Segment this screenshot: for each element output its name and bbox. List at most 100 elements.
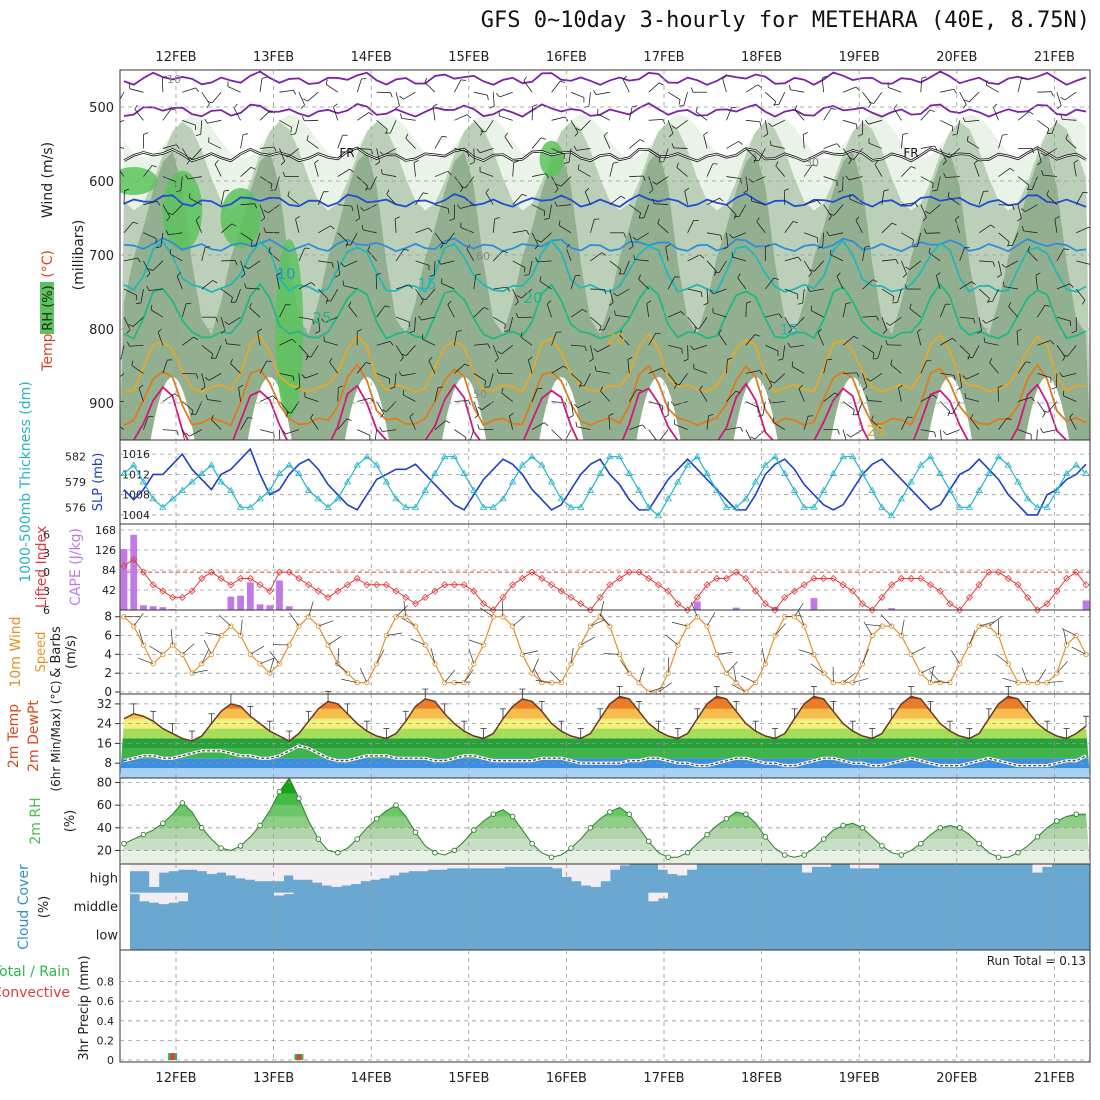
wind-barb — [939, 429, 942, 440]
panel-axis-label-line: (%) — [37, 896, 52, 919]
wind-barb — [376, 148, 380, 163]
wind-barb — [628, 232, 634, 247]
lifted-index-marker — [829, 574, 837, 583]
wind-barb-flag — [690, 87, 694, 93]
wind-barb — [1037, 373, 1051, 379]
wind-barb — [920, 78, 923, 93]
wind-barb — [259, 110, 271, 121]
wind-barb — [1017, 111, 1030, 121]
wind-barb-flag — [962, 375, 967, 380]
surface-wind-barb — [1021, 667, 1029, 683]
wind-barb — [1023, 230, 1038, 234]
wind-barb — [784, 221, 794, 234]
thickness-marker — [411, 503, 420, 510]
wind-barb-flag — [409, 284, 413, 289]
wind-barb — [1036, 429, 1038, 440]
wind-barb — [176, 275, 183, 290]
wind-barb — [189, 429, 202, 437]
wind-barb — [401, 373, 416, 377]
precip-tick-label: 0.8 — [97, 976, 115, 989]
wind-barb-flag — [792, 221, 798, 224]
wind-barb-flag — [546, 300, 552, 305]
rh-marker — [956, 825, 963, 831]
wind-barb — [668, 344, 682, 350]
cloud-middle-bar — [283, 892, 294, 895]
wind-barb — [395, 345, 404, 358]
wind-barb — [952, 401, 961, 414]
wind-barb-flag — [428, 356, 433, 362]
lifted-index-marker — [411, 600, 420, 608]
wind-barb-flag — [817, 328, 822, 333]
surface-wind-barb — [138, 657, 154, 665]
wind-barb-flag — [399, 95, 404, 100]
wind-barb — [317, 191, 324, 205]
dry-dome — [636, 377, 681, 440]
wind-barb — [936, 176, 941, 191]
lifted-index-marker — [956, 606, 964, 614]
wind-barb — [888, 87, 902, 93]
wind-barb — [765, 277, 775, 290]
lifted-index-marker — [139, 568, 147, 576]
wind-barb — [959, 281, 972, 290]
cloud-high-bar — [130, 864, 140, 872]
wind-barb — [123, 288, 137, 296]
wind-barb — [998, 134, 1003, 149]
wind-barb — [1063, 395, 1077, 402]
lifted-index-marker — [275, 568, 284, 576]
wind-barb-flag — [584, 346, 587, 352]
wind-barb-flag — [757, 84, 763, 89]
thickness-marker — [1004, 461, 1012, 468]
wind-barb-flag — [681, 348, 683, 354]
thickness-marker — [897, 495, 906, 502]
wind-barb — [182, 87, 196, 93]
lifted-index-marker — [839, 581, 847, 589]
wind-barb — [454, 176, 464, 188]
wind-barb-flag — [137, 257, 141, 263]
rh-marker — [820, 836, 827, 842]
wind-barb-flag — [748, 178, 753, 183]
wind-barb — [998, 232, 1010, 243]
wind-barb — [143, 200, 158, 206]
wind-barb-flag — [1069, 283, 1074, 288]
wind-barb-flag — [671, 125, 677, 129]
surface-wind-barb — [995, 653, 1009, 665]
surface-wind-barb — [359, 667, 368, 683]
wind-barb — [751, 200, 766, 206]
wind-barb-flag — [483, 307, 489, 310]
wind-barb-flag — [193, 336, 199, 341]
wind-barb — [512, 162, 515, 177]
wind-barb-flag — [652, 181, 657, 185]
wind-barb — [123, 316, 131, 330]
wind-barb — [603, 135, 611, 149]
wind-barb — [279, 89, 294, 93]
lifted-index-marker — [227, 581, 235, 589]
wind-barb-flag — [224, 189, 230, 192]
wind-barb-flag — [928, 247, 931, 253]
wind-barb — [920, 145, 935, 149]
y-tick-label: 20 — [97, 843, 112, 857]
y-tick-label: 16 — [97, 736, 112, 750]
date-label-top: 21FEB — [1034, 50, 1075, 65]
wind-barb — [570, 91, 585, 98]
wind-barb-flag — [914, 202, 919, 208]
wind-barb-flag — [526, 230, 530, 235]
wind-barb-flag — [1069, 413, 1074, 418]
wind-barb-flag — [836, 272, 841, 277]
surface-wind-barb — [620, 659, 630, 674]
wind-barb — [376, 373, 390, 380]
wind-barb — [998, 418, 1008, 430]
wind-barb-flag — [170, 108, 177, 111]
wind-barb — [333, 106, 339, 121]
surface-wind-barb — [910, 646, 926, 655]
wind-barb-flag — [757, 414, 763, 417]
date-label-bottom: 14FEB — [351, 1071, 392, 1086]
wind-barb — [317, 317, 321, 332]
wind-barb — [460, 227, 474, 234]
wind-barb — [970, 418, 980, 430]
wind-barb — [279, 148, 286, 162]
wind-barb-flag — [830, 108, 837, 110]
wind-barb — [842, 335, 855, 346]
wind-barb — [531, 204, 545, 212]
wind-barb-flag — [1040, 152, 1046, 157]
rh-color-band — [120, 793, 1090, 806]
